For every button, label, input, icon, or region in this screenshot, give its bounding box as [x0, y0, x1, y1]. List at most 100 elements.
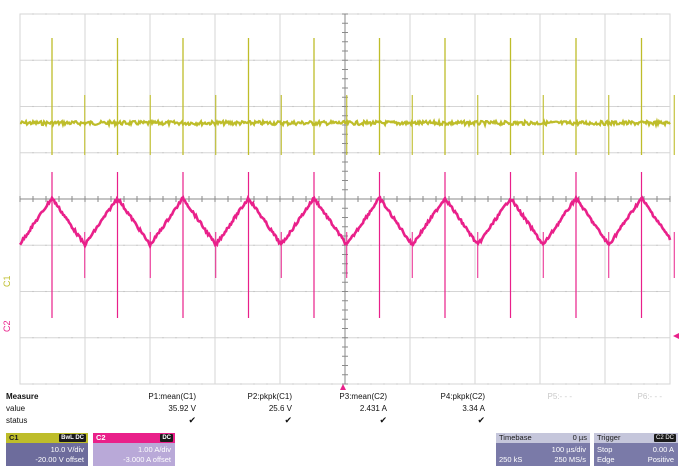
minor-tick [123, 152, 125, 154]
minor-tick [97, 383, 99, 385]
minor-tick [617, 13, 619, 15]
minor-tick [240, 337, 242, 339]
minor-tick [240, 13, 242, 15]
c2-channel-panel[interactable]: C2 DC 1.00 A/div -3.000 A offset [93, 433, 175, 466]
minor-tick [617, 152, 619, 154]
minor-tick [422, 337, 424, 339]
minor-tick [500, 152, 502, 154]
trigger-slope: Positive [647, 455, 674, 464]
minor-tick [643, 105, 645, 108]
minor-tick [643, 59, 645, 61]
p4-name[interactable]: P4:pkpk(C2) [440, 392, 485, 401]
minor-tick [188, 337, 190, 339]
minor-tick [201, 337, 203, 339]
minor-tick [370, 13, 372, 15]
minor-tick [643, 152, 645, 154]
p2-name[interactable]: P2:pkpk(C1) [247, 392, 292, 401]
minor-tick [656, 59, 658, 61]
minor-tick [383, 383, 385, 385]
minor-tick [136, 337, 138, 339]
minor-tick [513, 383, 515, 385]
minor-tick [58, 337, 60, 339]
minor-tick [305, 13, 307, 15]
minor-tick [58, 383, 60, 385]
minor-tick [448, 244, 450, 246]
minor-tick [578, 13, 580, 15]
trigger-delay-marker[interactable] [340, 384, 346, 390]
timebase-per-div: 100 µs/div [551, 445, 586, 454]
trigger-level-marker[interactable] [673, 333, 679, 339]
minor-tick [58, 244, 60, 246]
minor-tick [188, 152, 190, 154]
minor-tick [396, 337, 398, 339]
minor-tick [110, 59, 112, 61]
p2-value: 25.6 V [268, 404, 292, 413]
minor-tick [526, 337, 528, 339]
minor-tick [201, 59, 203, 61]
c2-coupling-badge: DC [160, 434, 173, 442]
timebase-panel[interactable]: Timebase 0 µs 100 µs/div 250 kS 250 MS/s [496, 433, 590, 466]
minor-tick [253, 244, 255, 246]
p1-name[interactable]: P1:mean(C1) [148, 392, 196, 401]
minor-tick [435, 383, 437, 385]
minor-tick [110, 337, 112, 339]
minor-tick [58, 59, 60, 61]
minor-tick [331, 13, 333, 15]
minor-tick [32, 105, 34, 108]
minor-tick [136, 290, 138, 293]
minor-tick [617, 290, 619, 293]
minor-tick [578, 59, 580, 61]
minor-tick [435, 59, 437, 61]
minor-tick [630, 152, 632, 154]
p6-name[interactable]: P6:- - - [637, 392, 662, 401]
minor-tick [383, 244, 385, 246]
minor-tick [461, 337, 463, 339]
minor-tick [383, 105, 385, 108]
minor-tick [448, 59, 450, 61]
minor-tick [45, 105, 47, 108]
minor-tick [253, 290, 255, 293]
minor-tick [240, 383, 242, 385]
minor-tick [435, 337, 437, 339]
minor-tick [578, 105, 580, 108]
minor-tick [292, 13, 294, 15]
p3-name[interactable]: P3:mean(C2) [339, 392, 387, 401]
minor-tick [227, 59, 229, 61]
minor-tick [331, 152, 333, 154]
c2-ground-marker[interactable]: C2 [2, 320, 12, 332]
c1-ground-marker[interactable]: C1 [2, 275, 12, 287]
minor-tick [305, 383, 307, 385]
minor-tick [487, 13, 489, 15]
minor-tick [487, 105, 489, 108]
trigger-type: Edge [597, 455, 615, 464]
c1-scale: 10.0 V/div [50, 445, 84, 454]
minor-tick [110, 152, 112, 154]
p5-name[interactable]: P5:- - - [547, 392, 572, 401]
minor-tick [591, 59, 593, 61]
minor-tick [240, 105, 242, 108]
minor-tick [162, 383, 164, 385]
minor-tick [448, 152, 450, 154]
minor-tick [123, 244, 125, 246]
minor-tick [383, 290, 385, 293]
graticule-grid [19, 13, 671, 385]
minor-tick [487, 290, 489, 293]
minor-tick [565, 152, 567, 154]
minor-tick [162, 244, 164, 246]
minor-tick [266, 290, 268, 293]
minor-tick [591, 152, 593, 154]
minor-tick [591, 105, 593, 108]
minor-tick [201, 152, 203, 154]
minor-tick [526, 383, 528, 385]
c1-channel-panel[interactable]: C1 BwL DC 10.0 V/div -20.00 V offset [6, 433, 88, 466]
minor-tick [396, 383, 398, 385]
minor-tick [305, 337, 307, 339]
minor-tick [97, 337, 99, 339]
minor-tick [162, 105, 164, 108]
minor-tick [552, 13, 554, 15]
trigger-panel[interactable]: Trigger C2 DC Stop 0.00 A Edge Positive [594, 433, 678, 466]
minor-tick [253, 105, 255, 108]
minor-tick [461, 152, 463, 154]
minor-tick [58, 152, 60, 154]
minor-tick [565, 290, 567, 293]
